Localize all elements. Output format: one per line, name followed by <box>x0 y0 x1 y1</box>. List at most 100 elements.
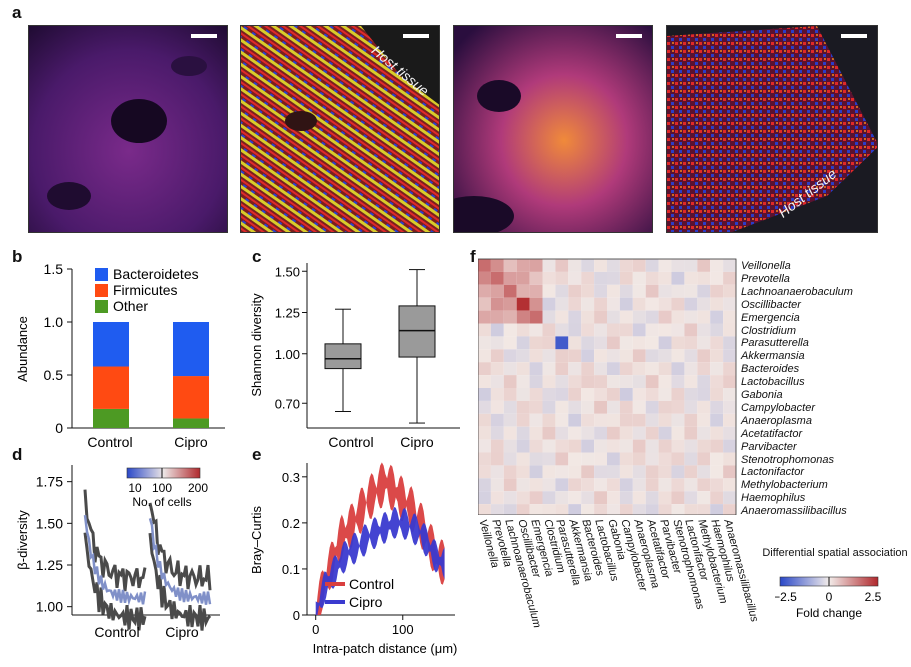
heatmap-cell <box>478 465 491 479</box>
heatmap-cell <box>503 504 517 515</box>
heatmap-cell <box>581 388 595 401</box>
heatmap-row-label: Veillonella <box>741 260 791 272</box>
heatmap-cell <box>658 400 672 414</box>
heatmap-row-label: Stenotrophomonas <box>741 453 834 466</box>
heatmap-cell <box>710 310 724 324</box>
heatmap-cell <box>684 362 698 376</box>
heatmap-cell <box>581 426 595 440</box>
heatmap-cell <box>516 297 530 311</box>
x-tick-label: Control <box>328 434 373 450</box>
heatmap-cell <box>710 362 724 376</box>
heatmap-cell <box>478 362 491 376</box>
heatmap-cell <box>478 323 491 337</box>
heatmap-cell <box>671 310 685 324</box>
heatmap-cell <box>607 426 620 440</box>
heatmap-cell <box>581 284 595 298</box>
heatmap-cell <box>619 388 633 401</box>
y-axis-label: Shannon diversity <box>249 293 264 397</box>
heatmap-cell <box>594 310 607 324</box>
heatmap-cell <box>529 504 543 515</box>
heatmap-cell <box>555 375 569 388</box>
heatmap-cell <box>658 388 672 401</box>
x-tick-label: Control <box>87 434 132 450</box>
heatmap-cell <box>490 284 504 298</box>
heatmap-row-label: Bacteroides <box>741 363 800 376</box>
heatmap-row-label: Oscillibacter <box>741 298 801 311</box>
heatmap-cell <box>607 388 620 401</box>
heatmap-cell <box>658 413 672 427</box>
heatmap-cell <box>607 349 620 363</box>
heatmap-cell <box>503 284 517 298</box>
heatmap-cell <box>645 413 659 427</box>
heatmap-cell <box>619 336 633 350</box>
heatmap-cell <box>490 439 504 453</box>
micrograph-3-canvas <box>454 26 652 232</box>
heatmap-cell <box>607 452 620 466</box>
heatmap-cell <box>645 297 659 311</box>
heatmap-cell <box>516 413 530 427</box>
heatmap-cell <box>632 284 646 298</box>
heatmap-cell <box>555 465 569 479</box>
heatmap-cell <box>632 310 646 324</box>
y-tick-label: 0.5 <box>44 367 64 383</box>
heatmap-cell <box>684 465 698 479</box>
heatmap-cell <box>529 271 543 285</box>
heatmap-cell <box>671 284 685 298</box>
heatmap-cell <box>607 400 620 414</box>
heatmap-cell <box>658 323 672 337</box>
beta-diversity-chart: 1.00 1.25 1.50 1.75 β-diversity Control Cip… <box>15 465 220 640</box>
heatmap-cell <box>516 452 530 466</box>
heatmap-cell <box>542 413 556 427</box>
heatmap-cell <box>723 426 736 440</box>
y-tick-label: 1.25 <box>36 557 63 573</box>
heatmap-cell <box>490 504 504 515</box>
heatmap-cell <box>723 375 736 388</box>
heatmap-cell <box>490 413 504 427</box>
heatmap-cell <box>710 452 724 466</box>
heatmap-cell <box>503 323 517 337</box>
heatmap-cell <box>723 323 736 337</box>
heatmap-cell <box>619 259 633 272</box>
heatmap-cell <box>671 465 685 479</box>
heatmap-cell <box>645 478 659 492</box>
micrograph-2-canvas <box>241 26 439 232</box>
heatmap-cell <box>645 465 659 479</box>
x-tick-label: Cipro <box>165 624 199 640</box>
heatmap-cell <box>581 413 595 427</box>
heatmap-cell <box>594 413 607 427</box>
heatmap-cell <box>671 426 685 440</box>
y-tick-label: 1.5 <box>44 261 64 277</box>
heatmap-cell <box>619 478 633 492</box>
micrograph-3 <box>453 25 653 233</box>
heatmap-cell <box>619 400 633 414</box>
heatmap-cell <box>581 271 595 285</box>
heatmap-row-label: Emergencia <box>741 311 800 324</box>
heatmap-cell <box>619 271 633 285</box>
heatmap-cell <box>723 452 736 466</box>
heatmap-cell <box>542 362 556 376</box>
heatmap-cell <box>619 413 633 427</box>
heatmap-cell <box>542 284 556 298</box>
x-tick-label: 0 <box>312 622 319 637</box>
heatmap-row-label: Parvibacter <box>741 440 797 453</box>
heatmap-cell <box>581 323 595 337</box>
heatmap-cell <box>632 388 646 401</box>
heatmap-cell <box>568 259 582 272</box>
panel-label-f: f <box>470 247 476 266</box>
heatmap-cell <box>555 362 569 376</box>
colorbar-tick: −2.5 <box>775 590 797 604</box>
heatmap-cell <box>568 426 582 440</box>
heatmap-cell <box>697 400 711 414</box>
heatmap-cell <box>503 491 517 505</box>
heatmap-cell <box>503 362 517 376</box>
heatmap-cell <box>697 271 711 285</box>
heatmap-cell <box>645 504 659 515</box>
heatmap-cell <box>645 259 659 272</box>
heatmap-cell <box>658 362 672 376</box>
heatmap-cell <box>710 413 724 427</box>
heatmap-cell <box>697 413 711 427</box>
heatmap-cell <box>607 491 620 505</box>
heatmap-cell <box>581 375 595 388</box>
heatmap-row-label: Prevotella <box>741 272 790 285</box>
heatmap-cell <box>542 426 556 440</box>
